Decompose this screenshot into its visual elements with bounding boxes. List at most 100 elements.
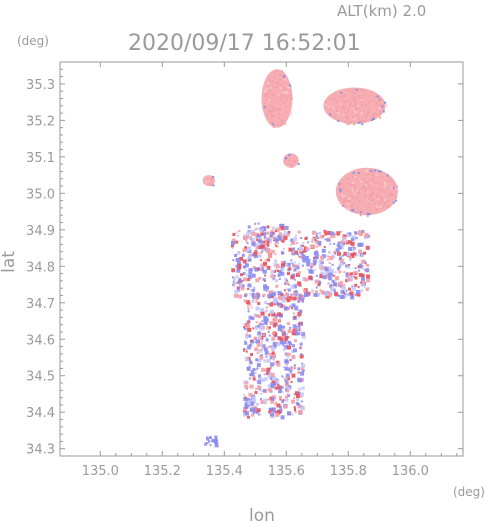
cell bbox=[255, 379, 258, 382]
cell bbox=[251, 316, 255, 320]
cell bbox=[328, 272, 333, 277]
cell bbox=[279, 340, 284, 345]
cell bbox=[321, 268, 324, 271]
cell bbox=[236, 234, 239, 237]
axes-layer: 135.0 135.2 135.4 135.6 135.8 136.0 34.3 34.4 34… bbox=[26, 62, 463, 479]
cell bbox=[286, 288, 289, 291]
cell bbox=[352, 105, 355, 108]
cell bbox=[251, 344, 254, 347]
cell bbox=[266, 237, 270, 241]
cell bbox=[271, 332, 275, 336]
cell bbox=[258, 239, 262, 243]
cell bbox=[373, 115, 376, 118]
cell bbox=[258, 315, 262, 319]
cell bbox=[296, 296, 299, 299]
cell bbox=[351, 209, 354, 212]
cell bbox=[297, 293, 300, 296]
cell bbox=[284, 338, 288, 342]
cell bbox=[348, 263, 351, 266]
cell bbox=[245, 269, 248, 272]
cell bbox=[289, 371, 292, 374]
cell bbox=[251, 306, 254, 309]
cell bbox=[251, 399, 256, 404]
cell bbox=[291, 303, 296, 308]
cell bbox=[319, 235, 323, 239]
cell bbox=[284, 345, 289, 350]
cell bbox=[298, 263, 301, 266]
cell bbox=[276, 100, 279, 103]
cell bbox=[379, 206, 382, 209]
cell bbox=[317, 254, 320, 257]
cell bbox=[307, 241, 310, 244]
cell bbox=[358, 273, 363, 278]
cell bbox=[257, 385, 262, 390]
cell bbox=[308, 275, 313, 280]
cell bbox=[293, 250, 298, 255]
cell bbox=[291, 307, 294, 310]
cell bbox=[284, 281, 289, 286]
cell bbox=[317, 280, 321, 284]
cell bbox=[232, 259, 235, 262]
cell bbox=[350, 237, 354, 241]
cell bbox=[234, 253, 238, 257]
cell bbox=[264, 402, 267, 405]
cell bbox=[275, 264, 280, 269]
cell bbox=[280, 337, 284, 341]
cell bbox=[263, 286, 268, 291]
cell bbox=[287, 85, 290, 88]
cell bbox=[248, 334, 252, 338]
cell bbox=[378, 112, 381, 115]
cell bbox=[359, 233, 363, 237]
cell bbox=[272, 358, 275, 361]
cell bbox=[338, 294, 341, 297]
cell bbox=[243, 380, 248, 385]
cell bbox=[250, 372, 255, 377]
cell bbox=[340, 96, 343, 99]
cell bbox=[265, 336, 268, 339]
cell bbox=[339, 261, 344, 266]
cell bbox=[346, 117, 349, 120]
cell bbox=[339, 258, 344, 263]
cell bbox=[354, 103, 357, 106]
cell bbox=[231, 238, 236, 243]
cell bbox=[243, 294, 247, 298]
cell bbox=[255, 339, 260, 344]
cell bbox=[343, 292, 346, 295]
cell bbox=[370, 91, 373, 94]
cell bbox=[321, 248, 326, 253]
cell bbox=[355, 111, 358, 114]
cell bbox=[243, 265, 247, 269]
cell bbox=[355, 236, 358, 239]
cell bbox=[262, 389, 266, 393]
cell bbox=[381, 103, 384, 106]
cell bbox=[247, 278, 251, 282]
cell bbox=[262, 378, 266, 382]
cell bbox=[287, 329, 292, 334]
cell bbox=[345, 273, 349, 277]
cell bbox=[376, 205, 379, 208]
cell bbox=[349, 199, 352, 202]
cell bbox=[299, 249, 303, 253]
cell bbox=[352, 246, 356, 250]
cell bbox=[370, 188, 373, 191]
cell bbox=[396, 185, 399, 188]
cell bbox=[292, 348, 297, 353]
cell bbox=[253, 286, 256, 289]
cell bbox=[245, 381, 249, 385]
cell bbox=[235, 264, 239, 268]
cell bbox=[283, 341, 287, 345]
cell bbox=[365, 169, 368, 172]
cell bbox=[290, 275, 295, 280]
cell bbox=[345, 98, 348, 101]
cell bbox=[252, 327, 255, 330]
cell bbox=[277, 327, 282, 332]
cell bbox=[237, 263, 242, 268]
cell bbox=[306, 262, 311, 267]
cell bbox=[249, 237, 252, 240]
cell bbox=[354, 276, 358, 280]
cell bbox=[277, 385, 282, 390]
cell bbox=[292, 328, 297, 333]
cell bbox=[259, 335, 262, 338]
cell bbox=[241, 253, 245, 257]
cell bbox=[311, 230, 316, 235]
